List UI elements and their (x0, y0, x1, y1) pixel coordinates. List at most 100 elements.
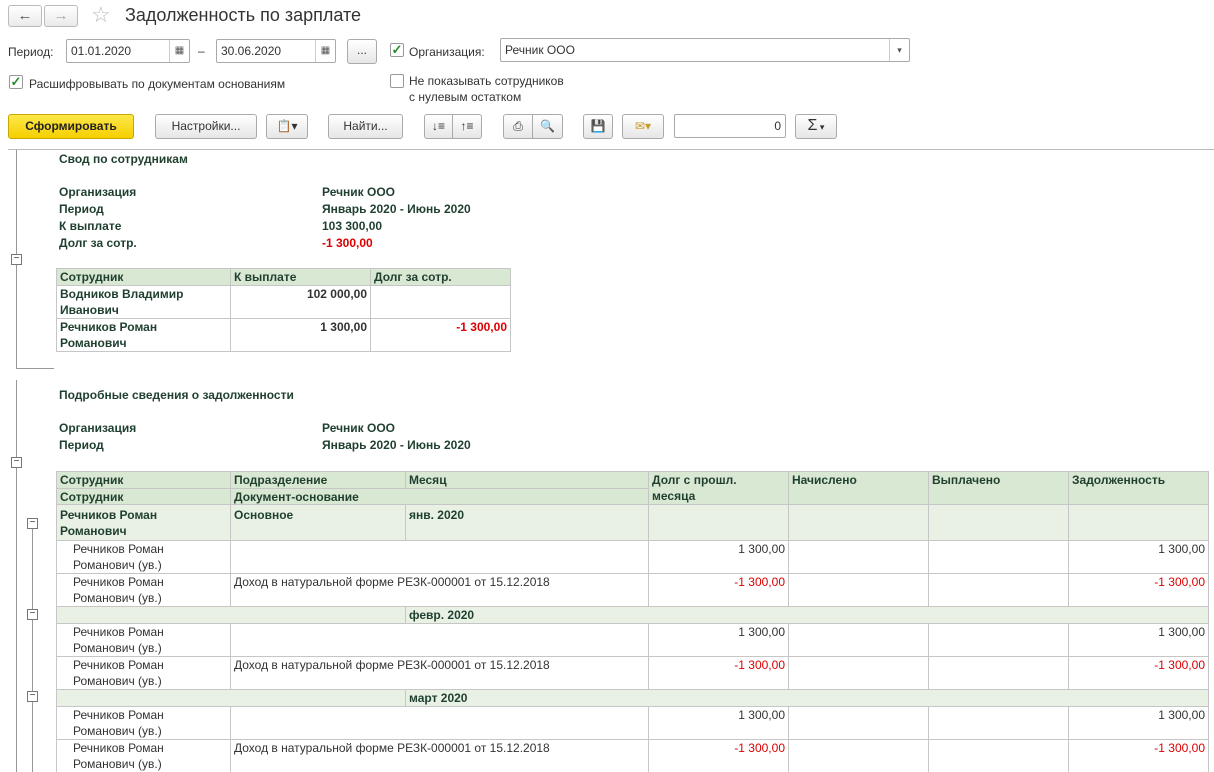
report-variants-icon: 📋▾ (276, 119, 298, 133)
save-button[interactable]: 💾 (583, 114, 613, 139)
printer-icon: ⎙ (513, 119, 523, 133)
organization-label: Организация: (409, 45, 485, 59)
dropdown-icon[interactable]: ▾ (889, 39, 909, 61)
organization-checkbox[interactable]: ✓ (390, 43, 404, 57)
summary-debt-label: Долг за сотр. (59, 236, 137, 250)
calendar-icon[interactable]: ▦ (169, 40, 189, 62)
period-dash: – (198, 44, 205, 58)
collapse-minus-icon[interactable]: − (27, 691, 38, 702)
details-period-label: Период (59, 438, 104, 452)
settings-button[interactable]: Настройки... (155, 114, 257, 139)
generate-button[interactable]: Сформировать (8, 114, 134, 139)
group-line (32, 620, 33, 684)
sum-mode-button[interactable]: Σ ▾ (795, 114, 837, 139)
month-group-label: февр. 2020 (405, 606, 1209, 624)
hide-zero-label-line2: с нулевым остатком (409, 90, 522, 104)
summary-pay-value: 103 300,00 (322, 219, 383, 233)
report-separator (8, 149, 1214, 150)
summary-title: Свод по сотрудникам (59, 152, 188, 166)
summary-debt-value: -1 300,00 (322, 236, 373, 250)
calendar-icon[interactable]: ▦ (315, 40, 335, 62)
month-group-label: март 2020 (405, 689, 1209, 707)
detail-row-debt: 1 300,00 (1068, 706, 1209, 740)
forward-button[interactable]: → (44, 5, 78, 27)
period-select-button[interactable]: ... (347, 39, 377, 64)
group-line (16, 380, 17, 772)
detail-row-prev-debt: 1 300,00 (648, 623, 789, 657)
collapse-minus-icon[interactable]: − (27, 609, 38, 620)
summary-org-value: Речник ООО (322, 185, 396, 199)
detail-row-paid (928, 739, 1069, 772)
detail-row-accrued (788, 656, 929, 690)
group-cell (56, 606, 406, 624)
report-area[interactable]: − − − − − Свод по сотрудникам Организаци… (0, 150, 1214, 772)
decode-label: Расшифровывать по документам основаниям (29, 77, 286, 91)
summary-row-pay: 102 000,00 (230, 285, 371, 319)
send-email-button[interactable]: ✉▾ (622, 114, 664, 139)
summary-row-name: Речников Роман Романович (56, 318, 231, 352)
detail-row-paid (928, 706, 1069, 740)
page-title: Задолженность по зарплате (125, 5, 362, 25)
month-group-label: янв. 2020 (405, 504, 649, 541)
detail-row-document: Доход в натуральной форме РЕЗК-000001 от… (230, 656, 649, 690)
detail-row-debt: -1 300,00 (1068, 573, 1209, 607)
collapse-minus-icon[interactable]: − (11, 457, 22, 468)
find-button[interactable]: Найти... (328, 114, 403, 139)
summary-row-debt (370, 285, 511, 319)
date-from-field[interactable]: 01.01.2020 ▦ (66, 39, 190, 63)
detail-row-employee: Речников Роман Романович (ув.) (56, 656, 231, 690)
detail-row-document: Доход в натуральной форме РЕЗК-000001 от… (230, 739, 649, 772)
collapse-minus-icon[interactable]: − (27, 518, 38, 529)
date-to-field[interactable]: 30.06.2020 ▦ (216, 39, 336, 63)
summary-period-label: Период (59, 202, 104, 216)
checkmark-icon: ✓ (10, 74, 22, 89)
detail-row-debt: 1 300,00 (1068, 540, 1209, 574)
summary-col-employee: Сотрудник (56, 268, 231, 286)
group-line (16, 368, 54, 369)
details-col-document: Документ-основание (230, 488, 649, 505)
collapse-minus-icon[interactable]: − (11, 254, 22, 265)
checkmark-icon: ✓ (391, 42, 403, 57)
detail-row-document: Доход в натуральной форме РЕЗК-000001 от… (230, 573, 649, 607)
sort-desc-icon: ↓≡ (431, 119, 445, 133)
sort-asc-button[interactable]: ↑≡ (452, 114, 482, 139)
print-preview-icon: 🔍 (540, 119, 555, 133)
detail-row-accrued (788, 573, 929, 607)
organization-value: Речник ООО (505, 43, 575, 57)
detail-row-accrued (788, 739, 929, 772)
detail-row-employee: Речников Роман Романович (ув.) (56, 540, 231, 574)
detail-row-employee: Речников Роман Романович (ув.) (56, 573, 231, 607)
decode-checkbox[interactable]: ✓ (9, 75, 23, 89)
details-col-month: Месяц (405, 471, 649, 489)
detail-row-accrued (788, 623, 929, 657)
hide-zero-checkbox[interactable] (390, 74, 404, 88)
detail-row-document (230, 623, 649, 657)
detail-row-debt: -1 300,00 (1068, 656, 1209, 690)
detail-row-paid (928, 573, 1069, 607)
detail-row-employee: Речников Роман Романович (ув.) (56, 706, 231, 740)
favorite-star-icon[interactable]: ☆ (91, 2, 111, 27)
detail-row-accrued (788, 540, 929, 574)
summary-col-debt: Долг за сотр. (370, 268, 511, 286)
details-org-label: Организация (59, 421, 137, 435)
group-cell (1068, 504, 1209, 541)
period-label: Период: (8, 45, 54, 59)
details-col-employee-2: Сотрудник (56, 488, 231, 505)
group-cell (56, 689, 406, 707)
details-col-accrued: Начислено (788, 471, 929, 505)
detail-row-employee: Речников Роман Романович (ув.) (56, 623, 231, 657)
details-col-employee: Сотрудник (56, 471, 231, 489)
floppy-disk-icon: 💾 (590, 119, 606, 133)
print-button[interactable]: ⎙ (503, 114, 533, 139)
sum-field[interactable]: 0 (674, 114, 786, 138)
preview-button[interactable]: 🔍 (532, 114, 563, 139)
forward-arrow-icon: → (53, 7, 69, 24)
sort-desc-button[interactable]: ↓≡ (424, 114, 453, 139)
back-button[interactable]: ← (8, 5, 42, 27)
detail-row-prev-debt: -1 300,00 (648, 656, 789, 690)
variants-button[interactable]: 📋▾ (266, 114, 308, 139)
details-col-debt: Задолженность (1068, 471, 1209, 505)
sigma-icon: Σ (807, 117, 818, 134)
hide-zero-label-line1: Не показывать сотрудников (409, 74, 564, 88)
organization-field[interactable]: Речник ООО ▾ (500, 38, 910, 62)
